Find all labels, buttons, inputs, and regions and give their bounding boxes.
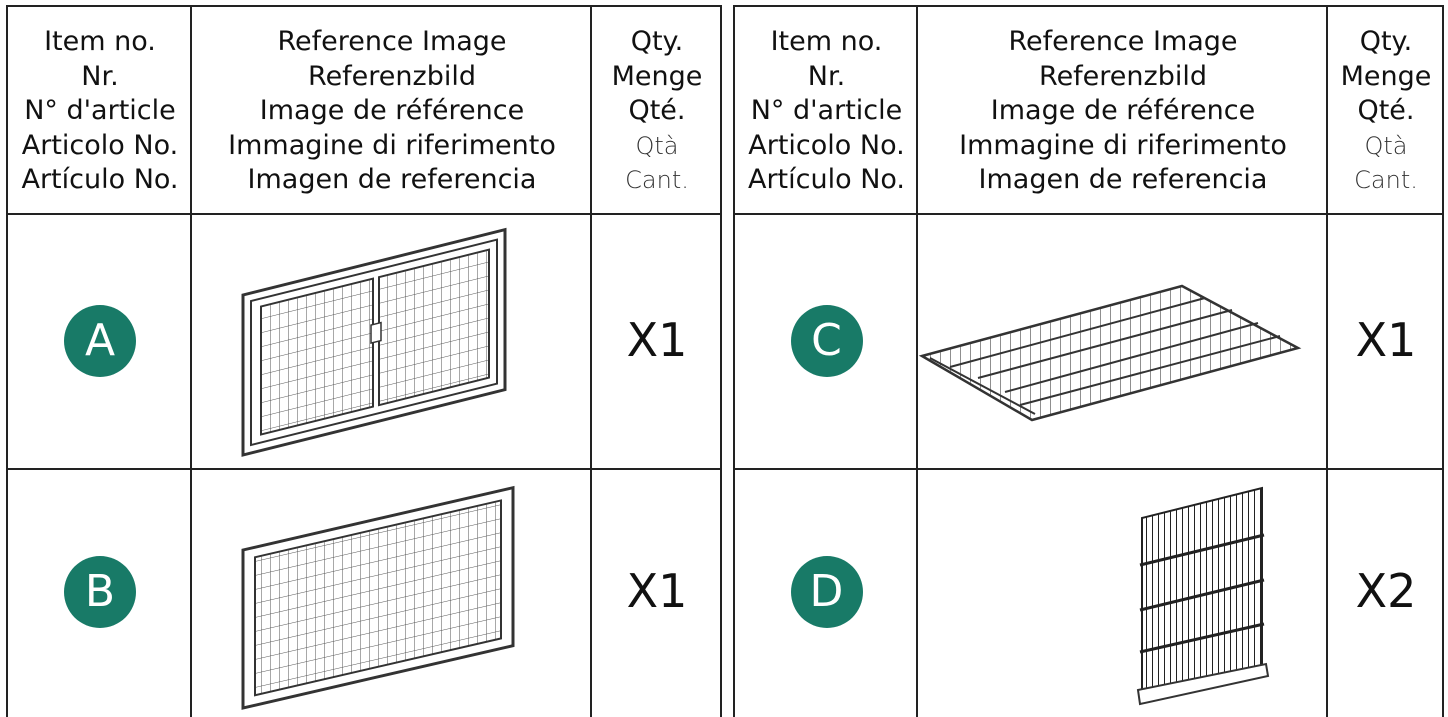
item-badge: D: [790, 556, 863, 628]
header-line: Referenzbild: [1039, 60, 1207, 92]
header-text: Reference Image Referenzbild Image de réfé…: [192, 25, 592, 198]
header-line: Nr.: [81, 60, 119, 92]
header-line: Imagen de referencia: [247, 164, 537, 195]
header-text: Item no. Nr. N° d'article Articolo No. Artíc…: [735, 25, 918, 198]
table-cell: [916, 213, 1328, 468]
header-text: Qty. Menge Qté. Qtà Cant.: [1328, 25, 1444, 198]
header-text: Qty. Menge Qté. Qtà Cant.: [592, 25, 722, 198]
header-cell: Item no. Nr. N° d'article Articolo No. Artíc…: [6, 5, 192, 213]
quantity: X2: [1355, 564, 1417, 618]
drawing-a: [241, 227, 507, 457]
item-badge: C: [790, 305, 863, 377]
header-cell: Qty. Menge Qté. Qtà Cant.: [1326, 5, 1444, 213]
table-cell: [190, 213, 592, 468]
header-text: Reference Image Referenzbild Image de réfé…: [918, 25, 1328, 198]
header-line: N° d'article: [24, 95, 176, 126]
header-line: Qty.: [1359, 26, 1413, 57]
header-line: Qty.: [630, 26, 684, 57]
header-line: Articolo No.: [748, 129, 905, 161]
header-line: Articolo No.: [21, 129, 179, 161]
header-line: Qtà: [1364, 131, 1408, 160]
header-line: Menge: [611, 60, 703, 92]
table-cell: D: [733, 468, 918, 717]
header-cell: Reference Image Referenzbild Image de réfé…: [190, 5, 592, 213]
drawing-b: [241, 485, 515, 710]
table-cell: X1: [590, 468, 722, 717]
header-cell: Item no. Nr. N° d'article Articolo No. Artíc…: [733, 5, 918, 213]
header-line: Image de référence: [259, 95, 525, 126]
header-line: Cant.: [625, 166, 689, 194]
header-line: Item no.: [770, 26, 883, 57]
header-line: Qtà: [635, 131, 679, 160]
header-line: Menge: [1340, 60, 1432, 92]
header-text: Item no. Nr. N° d'article Articolo No. Artíc…: [8, 25, 192, 198]
header-cell: Qty. Menge Qté. Qtà Cant.: [590, 5, 722, 213]
header-line: Reference Image: [277, 26, 507, 57]
header-line: Image de référence: [990, 95, 1256, 126]
quantity: X1: [626, 313, 688, 367]
header-line: Qté.: [628, 95, 686, 126]
header-line: Nr.: [807, 60, 846, 92]
header-line: Referenzbild: [308, 60, 476, 92]
table-cell: A: [6, 213, 192, 468]
quantity: X1: [1355, 313, 1417, 367]
header-line: Item no.: [44, 26, 156, 57]
header-cell: Reference Image Referenzbild Image de réfé…: [916, 5, 1328, 213]
header-line: Qté.: [1357, 95, 1415, 126]
drawing-c: [918, 284, 1302, 422]
item-badge: A: [64, 305, 136, 377]
table-cell: B: [6, 468, 192, 717]
table-cell: X1: [590, 213, 722, 468]
table-cell: X2: [1326, 468, 1444, 717]
header-line: Artículo No.: [21, 164, 179, 195]
header-line: Reference Image: [1008, 26, 1238, 57]
header-line: Imagen de referencia: [978, 164, 1268, 195]
header-line: N° d'article: [750, 95, 903, 126]
table-cell: X1: [1326, 213, 1444, 468]
table-cell: [190, 468, 592, 717]
drawing-d: [1136, 486, 1270, 706]
table-cell: [916, 468, 1328, 717]
parts-table: Item no. Nr. N° d'article Articolo No. Artíc…: [733, 5, 1444, 717]
table-cell: C: [733, 213, 918, 468]
quantity: X1: [626, 564, 688, 618]
parts-table: Item no. Nr. N° d'article Articolo No. Artíc…: [6, 5, 722, 717]
header-line: Immagine di riferimento: [959, 129, 1287, 161]
header-line: Immagine di riferimento: [228, 129, 556, 161]
item-badge: B: [64, 556, 136, 628]
header-line: Artículo No.: [747, 164, 906, 195]
header-line: Cant.: [1354, 166, 1418, 194]
